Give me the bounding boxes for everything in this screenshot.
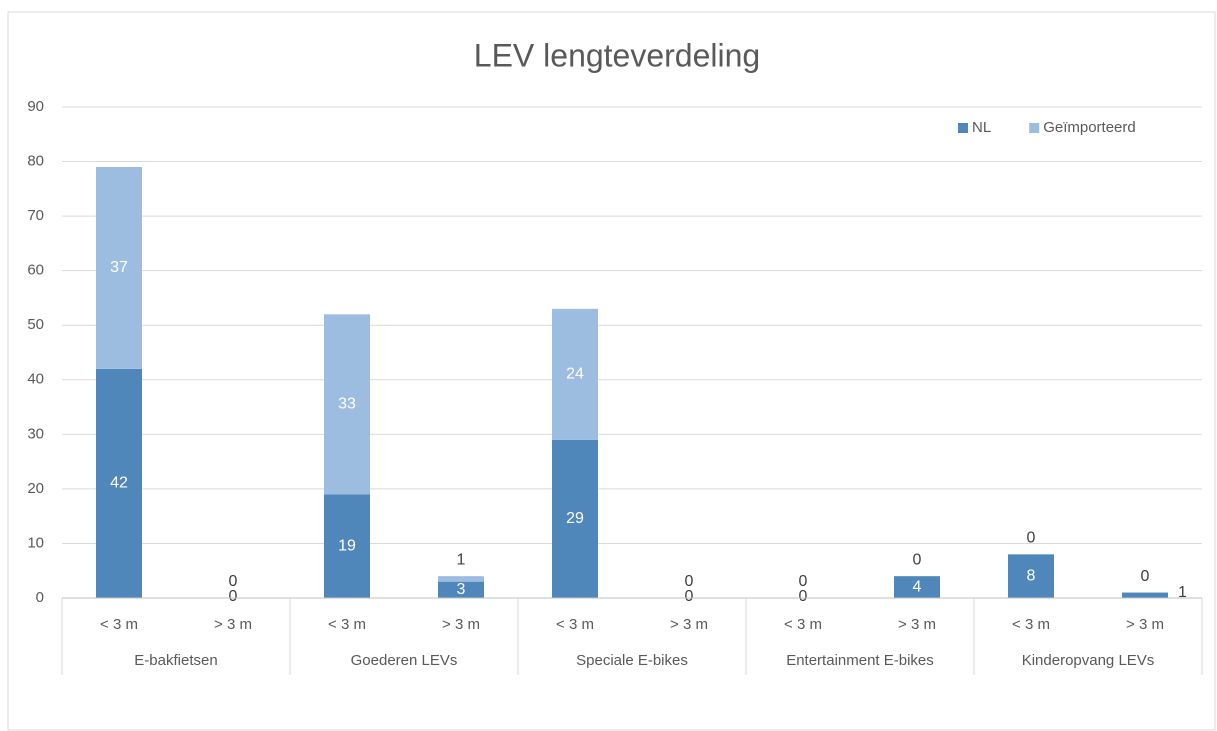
legend-swatch — [958, 123, 968, 133]
bar-segment — [552, 308, 598, 440]
chart-border — [7, 11, 1216, 731]
y-tick-label: 30 — [27, 425, 44, 442]
data-label: 1 — [1178, 584, 1187, 601]
y-tick-label: 0 — [36, 589, 44, 606]
x-tick-label: < 3 m — [1012, 616, 1050, 633]
data-label: 3 — [457, 581, 466, 598]
legend-label: NL — [972, 119, 991, 136]
data-label: 37 — [110, 259, 128, 276]
bar-segment — [894, 576, 940, 598]
x-tick-label: < 3 m — [556, 616, 594, 633]
y-tick-label: 40 — [27, 371, 44, 388]
y-tick-label: 20 — [27, 480, 44, 497]
bar-segment — [438, 581, 484, 598]
x-tick-label: > 3 m — [670, 616, 708, 633]
y-tick-label: 70 — [27, 207, 44, 224]
data-label: 8 — [1027, 567, 1036, 584]
bar-segment — [438, 576, 484, 582]
data-label: 19 — [338, 537, 356, 554]
bar-segment — [1008, 554, 1054, 598]
data-label: 0 — [913, 551, 922, 568]
data-label: 0 — [685, 573, 694, 590]
group-label: Kinderopvang LEVs — [1022, 652, 1155, 669]
group-label: Entertainment E-bikes — [786, 652, 934, 669]
x-tick-label: < 3 m — [100, 616, 138, 633]
bar-segment — [552, 439, 598, 598]
bar-segment — [324, 314, 370, 495]
x-tick-label: < 3 m — [784, 616, 822, 633]
data-label: 4 — [913, 578, 922, 595]
data-label: 0 — [685, 588, 694, 605]
x-tick-label: > 3 m — [1126, 616, 1164, 633]
data-label: 29 — [566, 510, 584, 527]
bar-segment — [96, 368, 142, 598]
x-tick-label: > 3 m — [214, 616, 252, 633]
bar-segment — [324, 494, 370, 598]
chart-title: LEV lengteverdeling — [474, 37, 760, 73]
x-tick-label: > 3 m — [442, 616, 480, 633]
group-label: Goederen LEVs — [351, 652, 458, 669]
y-tick-label: 10 — [27, 534, 44, 551]
bar-segment — [1122, 592, 1168, 598]
data-label: 0 — [229, 573, 238, 590]
data-label: 0 — [799, 588, 808, 605]
bar-segment — [96, 167, 142, 369]
data-label: 0 — [1027, 530, 1036, 547]
data-label: 42 — [110, 475, 128, 492]
y-tick-label: 50 — [27, 316, 44, 333]
x-tick-label: > 3 m — [898, 616, 936, 633]
data-label: 0 — [799, 573, 808, 590]
group-label: E-bakfietsen — [134, 652, 217, 669]
x-tick-label: < 3 m — [328, 616, 366, 633]
data-label: 24 — [566, 366, 584, 383]
y-tick-label: 60 — [27, 262, 44, 279]
data-label: 0 — [229, 588, 238, 605]
data-label: 1 — [457, 551, 466, 568]
y-tick-label: 80 — [27, 153, 44, 170]
data-label: 0 — [1141, 568, 1150, 585]
data-label: 33 — [338, 396, 356, 413]
legend-swatch — [1029, 123, 1040, 133]
legend-label: Geïmporteerd — [1043, 119, 1136, 136]
group-label: Speciale E-bikes — [576, 652, 688, 669]
y-tick-label: 90 — [27, 98, 44, 115]
